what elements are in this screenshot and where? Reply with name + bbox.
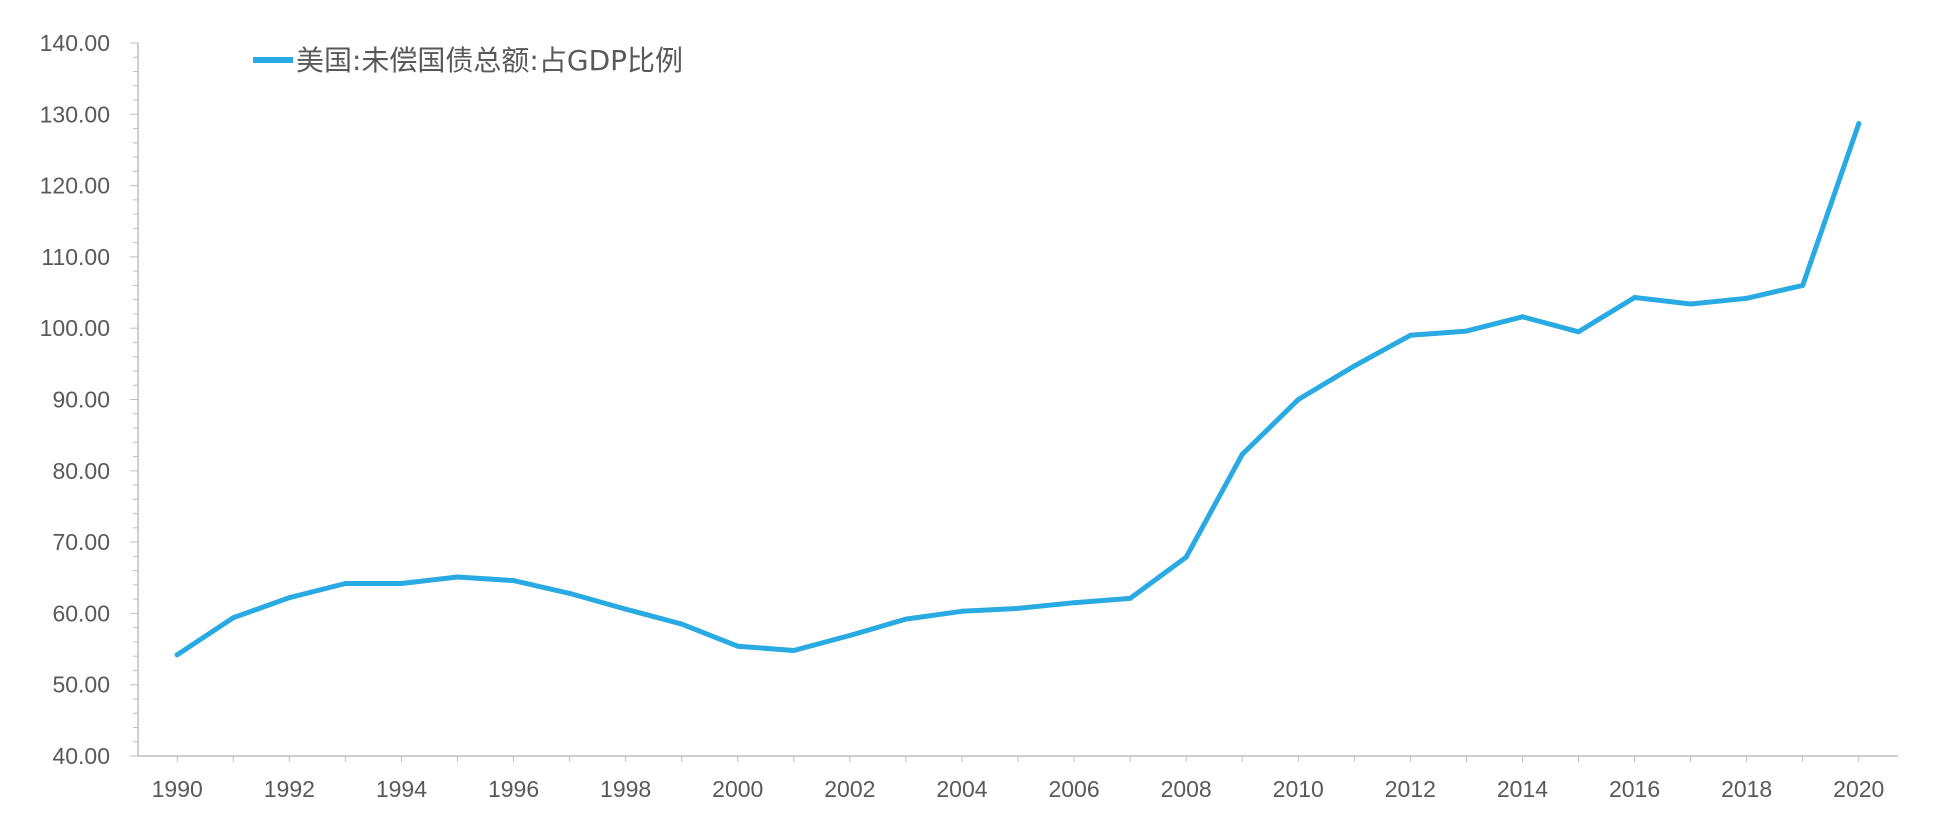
x-tick-label: 2016 [1609, 776, 1660, 802]
data-point [623, 606, 629, 612]
data-point [679, 621, 685, 627]
data-point [286, 595, 292, 601]
x-tick-label: 2000 [712, 776, 763, 802]
y-tick-label: 130.00 [40, 101, 110, 127]
data-point [959, 608, 965, 614]
series-line [174, 121, 1862, 658]
data-point [511, 578, 516, 584]
data-point [1407, 332, 1413, 338]
y-tick-label: 60.00 [52, 600, 110, 626]
data-point [1520, 314, 1525, 320]
axes [130, 42, 1898, 762]
data-point [174, 652, 180, 658]
data-point [1688, 301, 1694, 307]
data-point [1295, 397, 1301, 402]
data-point [903, 616, 909, 622]
x-tick-label: 1998 [600, 776, 651, 802]
data-point [398, 581, 404, 586]
y-tick-label: 120.00 [40, 173, 110, 199]
data-point [1856, 121, 1862, 127]
data-point [1632, 295, 1638, 300]
data-point [1463, 328, 1469, 334]
x-tick-label: 1996 [488, 776, 539, 802]
y-tick-label: 90.00 [52, 387, 110, 413]
x-tick-label: 2010 [1273, 776, 1324, 802]
x-tick-label: 2018 [1721, 776, 1772, 802]
data-point [1239, 451, 1245, 457]
legend: 美国:未偿国债总额:占GDP比例 [253, 44, 683, 77]
x-tick-label: 2004 [936, 776, 987, 802]
data-point [791, 648, 797, 653]
x-tick-label: 1990 [152, 776, 203, 802]
x-tick-label: 2012 [1385, 776, 1436, 802]
data-point [735, 643, 741, 649]
data-point [847, 633, 853, 638]
data-point [1127, 595, 1133, 601]
x-tick-label: 2002 [824, 776, 875, 802]
x-tick-label: 2020 [1833, 776, 1884, 802]
data-point [1576, 329, 1581, 335]
x-tick-label: 1992 [264, 776, 315, 802]
data-point [567, 590, 573, 596]
data-point [1800, 282, 1806, 288]
y-tick-label: 40.00 [52, 743, 110, 769]
y-tick-label: 100.00 [40, 315, 110, 341]
x-tick-label: 2006 [1048, 776, 1099, 802]
series-layer [174, 121, 1862, 658]
x-tick-label: 2008 [1161, 776, 1212, 802]
y-tick-label: 80.00 [52, 458, 110, 484]
legend-label: 美国:未偿国债总额:占GDP比例 [296, 44, 683, 77]
y-tick-label: 140.00 [40, 30, 110, 56]
data-point [1744, 295, 1750, 301]
data-point [1071, 600, 1077, 606]
data-point [1015, 605, 1021, 611]
y-tick-label: 50.00 [52, 672, 110, 698]
tick-labels: 40.00 50.00 60.00 70.00 80.00 90.00 100.00 110.… [40, 30, 1885, 802]
data-point [1351, 363, 1357, 369]
y-tick-label: 110.00 [41, 244, 110, 270]
x-tick-label: 1994 [376, 776, 427, 802]
data-point [455, 574, 460, 580]
data-point [1183, 554, 1189, 560]
data-point [230, 615, 236, 621]
data-point [342, 581, 348, 586]
x-tick-label: 2014 [1497, 776, 1548, 802]
y-tick-label: 70.00 [52, 529, 110, 555]
